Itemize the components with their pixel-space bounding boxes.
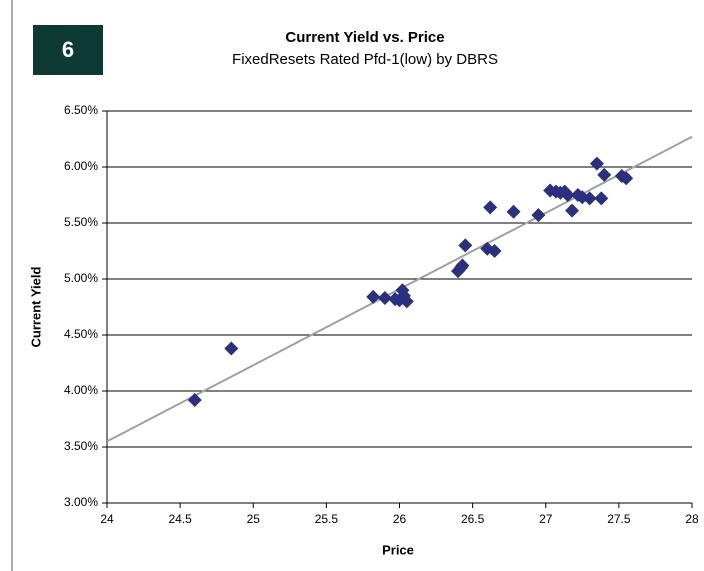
point: [531, 208, 546, 223]
point: [455, 258, 470, 273]
y-tick-label: 6.00%: [64, 159, 98, 173]
point: [565, 203, 580, 218]
x-tick-label: 25: [247, 512, 261, 526]
x-axis-label: Price: [382, 542, 414, 557]
point: [506, 204, 521, 219]
x-tick-label: 26.5: [461, 512, 485, 526]
point: [487, 244, 502, 258]
x-tick-label: 24.5: [168, 512, 192, 526]
x-tick-label: 24: [100, 512, 114, 526]
point: [366, 289, 381, 304]
x-tick-label: 27: [539, 512, 553, 526]
y-tick-label: 6.50%: [64, 103, 98, 117]
x-tick-label: 28: [685, 512, 699, 526]
y-tick-label: 3.50%: [64, 439, 98, 453]
x-tick-label: 27.5: [607, 512, 631, 526]
y-tick-label: 4.00%: [64, 383, 98, 397]
point: [399, 294, 414, 309]
point: [582, 191, 597, 206]
point: [187, 392, 202, 407]
y-axis-label: Current Yield: [28, 266, 43, 347]
point: [377, 291, 392, 306]
chart-subtitle: FixedResets Rated Pfd-1(low) by DBRS: [232, 51, 498, 68]
point: [560, 188, 575, 202]
y-tick-label: 5.50%: [64, 215, 98, 229]
y-tick-label: 3.00%: [64, 495, 98, 509]
chart-title: Current Yield vs. Price: [285, 29, 444, 46]
point: [589, 156, 604, 171]
point: [619, 171, 634, 186]
badge: 6: [62, 37, 74, 62]
y-tick-label: 4.50%: [64, 327, 98, 341]
point: [597, 167, 612, 182]
point: [458, 238, 473, 253]
point: [224, 341, 239, 356]
x-tick-label: 25.5: [315, 512, 339, 526]
point: [483, 200, 498, 215]
point: [594, 191, 609, 206]
x-tick-label: 26: [393, 512, 407, 526]
badge-box: [33, 25, 103, 75]
y-tick-label: 5.00%: [64, 271, 98, 285]
